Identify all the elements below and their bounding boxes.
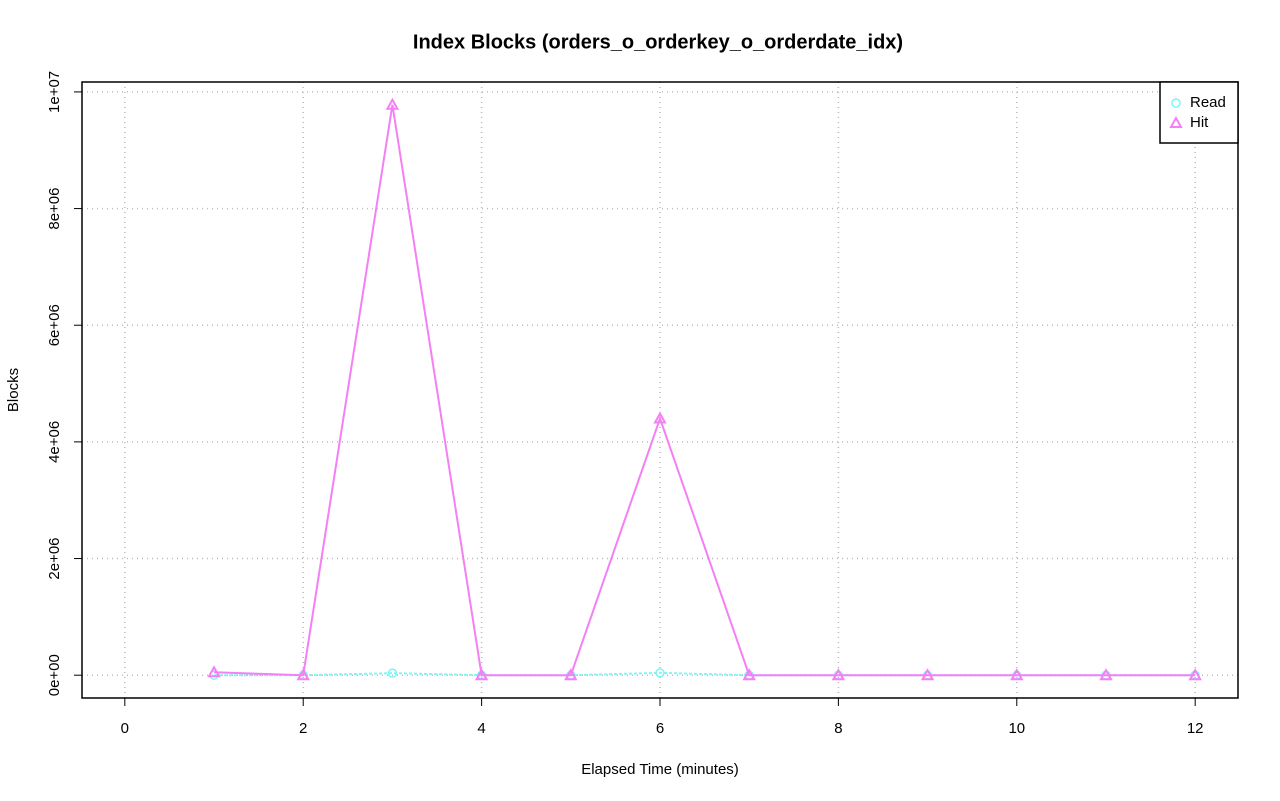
data-point xyxy=(1188,668,1202,681)
plot-frame xyxy=(81,81,1239,699)
x-tick-label: 2 xyxy=(299,720,307,737)
y-tick-label: 0e+00 xyxy=(46,654,63,696)
legend-marker xyxy=(1169,115,1183,128)
data-point xyxy=(387,668,398,678)
data-point xyxy=(831,668,846,681)
x-tick-label: 8 xyxy=(834,720,842,737)
legend-label: Read xyxy=(1190,94,1226,111)
data-point xyxy=(653,411,667,424)
data-point xyxy=(296,668,310,681)
x-axis-label: Elapsed Time (minutes) xyxy=(581,761,739,778)
y-tick-label: 1e+07 xyxy=(46,71,63,113)
y-axis-label: Blocks xyxy=(5,368,22,412)
legend-label: Hit xyxy=(1190,114,1209,131)
series-line xyxy=(213,104,1196,677)
data-point xyxy=(920,668,935,681)
chart-title: Index Blocks (orders_o_orderkey_o_orderd… xyxy=(413,31,903,53)
data-point xyxy=(742,668,756,681)
x-tick-label: 12 xyxy=(1187,720,1204,737)
x-tick-label: 0 xyxy=(121,720,129,737)
data-point xyxy=(207,665,221,678)
x-tick-label: 4 xyxy=(477,720,485,737)
data-point xyxy=(474,668,489,681)
y-tick-label: 8e+06 xyxy=(46,188,63,230)
x-tick-label: 10 xyxy=(1008,720,1025,737)
data-point xyxy=(655,668,665,678)
data-point xyxy=(1010,668,1024,681)
legend-box xyxy=(1159,81,1239,144)
y-tick-label: 2e+06 xyxy=(46,537,63,579)
legend-marker xyxy=(1171,98,1181,108)
data-point xyxy=(564,668,578,681)
data-point xyxy=(385,97,400,110)
y-tick-label: 6e+06 xyxy=(46,304,63,346)
data-point xyxy=(1099,668,1113,681)
x-tick-label: 6 xyxy=(656,720,664,737)
y-tick-label: 4e+06 xyxy=(46,421,63,463)
